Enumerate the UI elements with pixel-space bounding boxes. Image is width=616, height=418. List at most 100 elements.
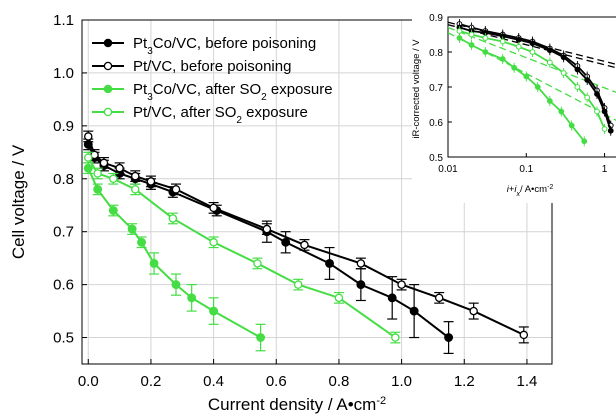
inset-data-point	[534, 84, 541, 90]
inset-series-2	[456, 26, 608, 134]
legend-label: Pt3Co/VC, after SO2 exposure	[133, 81, 333, 103]
inset-data-point	[499, 56, 506, 62]
legend-label-subscript: 2	[261, 92, 267, 103]
legend-label-subscript: 3	[147, 46, 153, 57]
data-point	[83, 163, 93, 173]
x-tick-label: 1.0	[391, 373, 412, 390]
inset-data-point	[601, 108, 608, 115]
data-point	[171, 185, 181, 194]
data-point	[108, 206, 118, 215]
inset-data-point	[511, 64, 518, 71]
legend-label: Pt/VC, before poisoning	[133, 58, 291, 75]
data-point	[127, 224, 137, 234]
inset-x-tick-label: 1	[602, 164, 608, 175]
data-point	[356, 280, 366, 290]
data-point	[356, 259, 366, 268]
data-point	[256, 333, 266, 342]
inset-data-point	[558, 108, 565, 115]
data-point	[387, 293, 397, 303]
inset-chart: 0.5 0.6 0.7 0.8 0.9 0.01 0.1 1 iR-corrected volt…	[411, 3, 616, 203]
data-point	[137, 237, 146, 247]
data-point	[93, 184, 103, 194]
legend-label: Pt/VC, after SO2 exposure	[133, 104, 308, 126]
inset-x-axis-title-unit: / A•cm	[520, 184, 547, 195]
series-3	[83, 151, 401, 344]
inset-x-axis-title-subscript: x	[515, 191, 520, 198]
data-point	[293, 280, 303, 289]
legend-label-subscript: 3	[147, 92, 153, 103]
data-point	[209, 238, 218, 247]
x-tick-label: 0.2	[141, 373, 162, 390]
data-point	[84, 153, 93, 162]
data-point	[146, 177, 156, 186]
x-axis-title: Current density / A•cm-2	[208, 395, 386, 414]
inset-data-point	[601, 126, 608, 132]
inset-y-tick-label: 0.5	[429, 153, 443, 164]
inset-data-point	[515, 36, 522, 43]
data-point	[334, 293, 344, 303]
x-tick-label: 1.2	[454, 373, 475, 390]
data-point	[84, 132, 93, 141]
inset-data-point	[560, 54, 567, 61]
data-point	[519, 330, 529, 340]
legend-marker	[103, 84, 113, 94]
legend-label-text: exposure	[242, 104, 308, 121]
data-point	[168, 214, 178, 223]
data-point	[281, 237, 291, 247]
inset-y-tick-label: 0.6	[429, 118, 443, 129]
x-axis-title-superscript: -2	[376, 395, 386, 407]
inset-data-point	[468, 31, 475, 38]
inset-data-point	[546, 59, 553, 66]
x-tick-label: 0.8	[329, 373, 350, 390]
y-tick-label: 1.0	[53, 65, 74, 82]
y-axis-title: Cell voltage / V	[9, 144, 28, 259]
x-tick-label: 1.4	[517, 373, 538, 390]
y-tick-label: 0.8	[53, 171, 74, 188]
legend-label-subscript: 2	[236, 115, 242, 126]
inset-y-tick-label: 0.9	[429, 13, 443, 24]
legend-marker	[103, 38, 113, 48]
inset-data-point	[468, 42, 475, 48]
legend-label-text: Pt/VC, before poisoning	[133, 58, 291, 75]
axis-titles: Current density / A•cm-2 Cell voltage / V	[9, 144, 386, 414]
inset-data-point	[546, 98, 553, 104]
data-point	[444, 333, 454, 342]
x-axis-title-text: Current density / A•cm	[208, 395, 376, 414]
series-line	[87, 157, 396, 339]
data-point	[325, 258, 334, 268]
inset-y-tick-label: 0.8	[429, 48, 443, 59]
data-point	[262, 224, 272, 234]
inset-data-point	[499, 38, 506, 45]
inset-data-point	[594, 91, 600, 97]
inset-data-point	[515, 43, 522, 50]
inset-data-point	[607, 127, 614, 134]
y-tick-label: 0.6	[53, 277, 74, 294]
legend-marker	[103, 61, 113, 71]
legend-label-text: Pt	[133, 35, 148, 52]
inset-series-3	[456, 33, 588, 147]
data-point	[93, 169, 102, 178]
x-tick-label: 0.6	[266, 373, 287, 390]
series-2	[83, 162, 266, 352]
inset-data-point	[560, 70, 567, 76]
data-point	[469, 306, 478, 316]
legend-label-text: Pt/VC, after SO	[133, 104, 236, 121]
data-point	[115, 163, 124, 173]
main-series-layer	[83, 130, 529, 355]
legend-label-text: Co/VC, before poisoning	[153, 35, 316, 52]
inset-x-axis-title: i+ix/ A•cm-2	[507, 184, 554, 198]
data-point	[131, 171, 140, 181]
inset-data-point	[523, 73, 530, 80]
inset-data-point	[574, 66, 581, 73]
data-point	[131, 185, 140, 194]
inset-data-point	[574, 84, 581, 90]
data-point	[300, 240, 309, 250]
data-point	[209, 306, 219, 316]
inset-data-point	[594, 108, 600, 115]
inset-tafel-fit-line	[448, 26, 616, 93]
inset-data-point	[529, 49, 536, 55]
data-point	[391, 333, 400, 342]
data-point	[253, 259, 262, 268]
